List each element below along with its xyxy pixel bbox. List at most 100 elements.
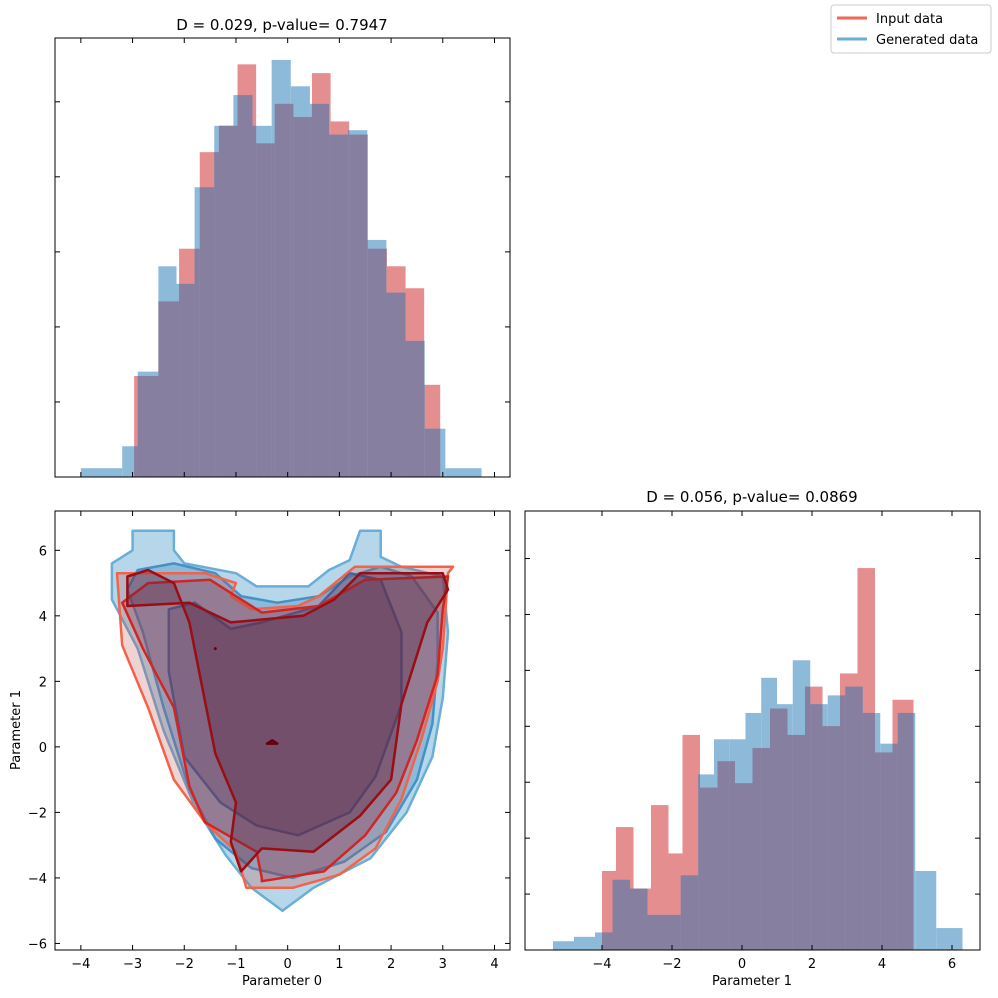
hist-parameter-0-overlap-bar bbox=[309, 117, 312, 478]
hist-parameter-1-overlap-bar bbox=[892, 743, 898, 950]
hist-parameter-0-overlap-bar bbox=[329, 134, 331, 477]
hist-parameter-1-overlap-bar bbox=[633, 888, 648, 950]
hist-parameter-1-overlap-bar bbox=[875, 752, 881, 950]
hist-parameter-1-overlap-bar bbox=[752, 748, 762, 950]
hist-parameter-0-overlap-bar bbox=[252, 125, 257, 478]
contour-x-tick-label: −3 bbox=[123, 957, 142, 972]
panel-hist-parameter-0: D = 0.029, p-value= 0.7947 bbox=[54, 16, 511, 478]
hist-parameter-1-overlap-bar bbox=[735, 783, 746, 950]
panel-contour-parameter-0-vs-1: −4 −3 −2 −1 0 1 2 3 4 −6 −4 −2 0 2 4 6 Parameter 0 Para… bbox=[9, 510, 511, 989]
hist-parameter-1-overlap-bar bbox=[777, 708, 788, 950]
hist-parameter-0-overlap-bar bbox=[176, 301, 180, 477]
hist-parameter-1-x-tick-label: 6 bbox=[948, 957, 956, 972]
contour-x-tick-label: 1 bbox=[335, 957, 343, 972]
contour-x-tick-label: 2 bbox=[387, 957, 395, 972]
hist-parameter-0-overlap-bar bbox=[424, 428, 441, 477]
contour-y-tick-label: 6 bbox=[39, 544, 47, 559]
hist-parameter-0-overlap-bar bbox=[199, 187, 215, 477]
hist-parameter-1-overlap-bar bbox=[680, 875, 683, 950]
hist-parameter-1-overlap-bar bbox=[810, 704, 823, 950]
input-contour-level-1 bbox=[115, 565, 455, 890]
input-contour-dot bbox=[213, 647, 217, 651]
panel-hist-parameter-1: D = 0.056, p-value= 0.0869 −4 −2 0 2 4 6 Para… bbox=[524, 488, 981, 989]
hist-parameter-1-overlap-bar bbox=[745, 783, 753, 950]
contour-y-tick-label: 0 bbox=[39, 741, 47, 756]
contour-x-tick-label: −2 bbox=[175, 957, 194, 972]
hist-parameter-1-x-axis-label: Parameter 1 bbox=[712, 974, 792, 989]
hist-parameter-0-overlap-bar bbox=[330, 134, 349, 477]
contour-x-tick-label: 0 bbox=[284, 957, 292, 972]
contour-y-tick-label: −6 bbox=[28, 937, 47, 952]
hist-parameter-0-overlap-bar bbox=[237, 95, 253, 477]
hist-parameter-0-overlap-bar bbox=[386, 292, 406, 477]
hist-parameter-0-overlap-bar bbox=[233, 125, 238, 478]
hist-parameter-1-frame bbox=[524, 510, 981, 951]
hist-parameter-1-input-bar bbox=[651, 805, 669, 950]
hist-parameter-0-overlap-bar bbox=[179, 283, 195, 477]
hist-parameter-0-overlap-bar bbox=[405, 340, 425, 477]
hist-parameter-0-generated-bar bbox=[445, 468, 482, 477]
hist-parameter-0-title: D = 0.029, p-value= 0.7947 bbox=[176, 16, 387, 34]
hist-parameter-1-generated-bar bbox=[553, 941, 574, 950]
hist-parameter-0-overlap-bar bbox=[386, 292, 387, 477]
contour-x-tick-label: −1 bbox=[226, 957, 245, 972]
hist-parameter-0-overlap-bar bbox=[137, 376, 159, 477]
hist-parameter-1-overlap-bar bbox=[602, 932, 613, 950]
hist-parameter-0-generated-bar bbox=[122, 446, 138, 477]
legend: Input data Generated data bbox=[830, 4, 992, 54]
hist-parameter-1-overlap-bar bbox=[857, 686, 863, 950]
contour-x-tick-label: 3 bbox=[439, 957, 447, 972]
hist-parameter-0-overlap-bar bbox=[349, 134, 368, 477]
hist-parameter-1-title: D = 0.056, p-value= 0.0869 bbox=[646, 488, 857, 506]
hist-parameter-1-overlap-bar bbox=[845, 686, 858, 950]
hist-parameter-0-overlap-bar bbox=[424, 384, 425, 477]
hist-parameter-0-overlap-bar bbox=[367, 248, 387, 477]
legend-frame bbox=[830, 4, 992, 54]
hist-parameter-1-overlap-bar bbox=[630, 888, 634, 950]
hist-parameter-0-overlap-bar bbox=[348, 130, 350, 477]
hist-parameter-0-overlap-bar bbox=[290, 103, 294, 477]
input-contour-level-3 bbox=[126, 568, 450, 873]
hist-parameter-0-overlap-bar bbox=[256, 143, 272, 478]
hist-parameter-0-generated-bar bbox=[80, 468, 123, 477]
hist-parameter-1-overlap-bar bbox=[805, 686, 811, 950]
input-contour-level-4 bbox=[265, 739, 279, 745]
hist-parameter-1-overlap-bar bbox=[668, 914, 681, 950]
hist-parameter-1-x-tick-label: 0 bbox=[738, 957, 746, 972]
hist-parameter-1-overlap-bar bbox=[897, 712, 914, 950]
hist-parameter-1-overlap-bar bbox=[647, 914, 651, 950]
contour-x-axis-label: Parameter 0 bbox=[242, 974, 322, 989]
contour-y-tick-label: −4 bbox=[28, 872, 47, 887]
hist-parameter-0-overlap-bar bbox=[311, 103, 330, 477]
contour-x-tick-label: −4 bbox=[71, 957, 90, 972]
hist-parameter-1-overlap-bar bbox=[880, 752, 893, 950]
hist-parameter-1-overlap-bar bbox=[698, 774, 700, 950]
hist-parameter-1-overlap-bar bbox=[616, 879, 630, 950]
legend-input-label: Input data bbox=[876, 12, 943, 27]
hist-parameter-1-overlap-bar bbox=[612, 879, 616, 950]
hist-parameter-0-overlap-bar bbox=[134, 446, 138, 477]
hist-parameter-1-x-tick-label: 4 bbox=[878, 957, 886, 972]
hist-parameter-1-overlap-bar bbox=[700, 787, 714, 950]
hist-parameter-1-overlap-bar bbox=[827, 726, 840, 950]
generated-contour-level-3 bbox=[167, 571, 403, 837]
hist-parameter-1-overlap-bar bbox=[651, 914, 665, 950]
hist-parameter-0-overlap-bar bbox=[218, 125, 234, 478]
hist-parameter-1-x-tick-label: −4 bbox=[592, 957, 611, 972]
hist-parameter-0-overlap-bar bbox=[274, 103, 291, 477]
hist-parameter-1-overlap-bar bbox=[714, 787, 718, 950]
hist-parameter-1-overlap-bar bbox=[822, 726, 828, 950]
hist-parameter-0-overlap-bar bbox=[214, 152, 219, 477]
hist-parameter-1-overlap-bar bbox=[787, 734, 793, 950]
hist-parameter-0-overlap-bar bbox=[293, 117, 310, 478]
hist-parameter-1-generated-bar bbox=[574, 936, 595, 950]
hist-parameter-1-overlap-bar bbox=[717, 761, 730, 950]
hist-parameter-1-overlap-bar bbox=[770, 708, 777, 950]
hist-parameter-0-overlap-bar bbox=[271, 143, 275, 478]
contour-y-tick-label: −2 bbox=[28, 806, 47, 821]
hist-parameter-1-overlap-bar bbox=[862, 712, 875, 950]
contour-x-tick-label: 4 bbox=[490, 957, 498, 972]
hist-parameter-1-generated-bar bbox=[915, 870, 937, 950]
legend-generated-label: Generated data bbox=[876, 33, 978, 48]
